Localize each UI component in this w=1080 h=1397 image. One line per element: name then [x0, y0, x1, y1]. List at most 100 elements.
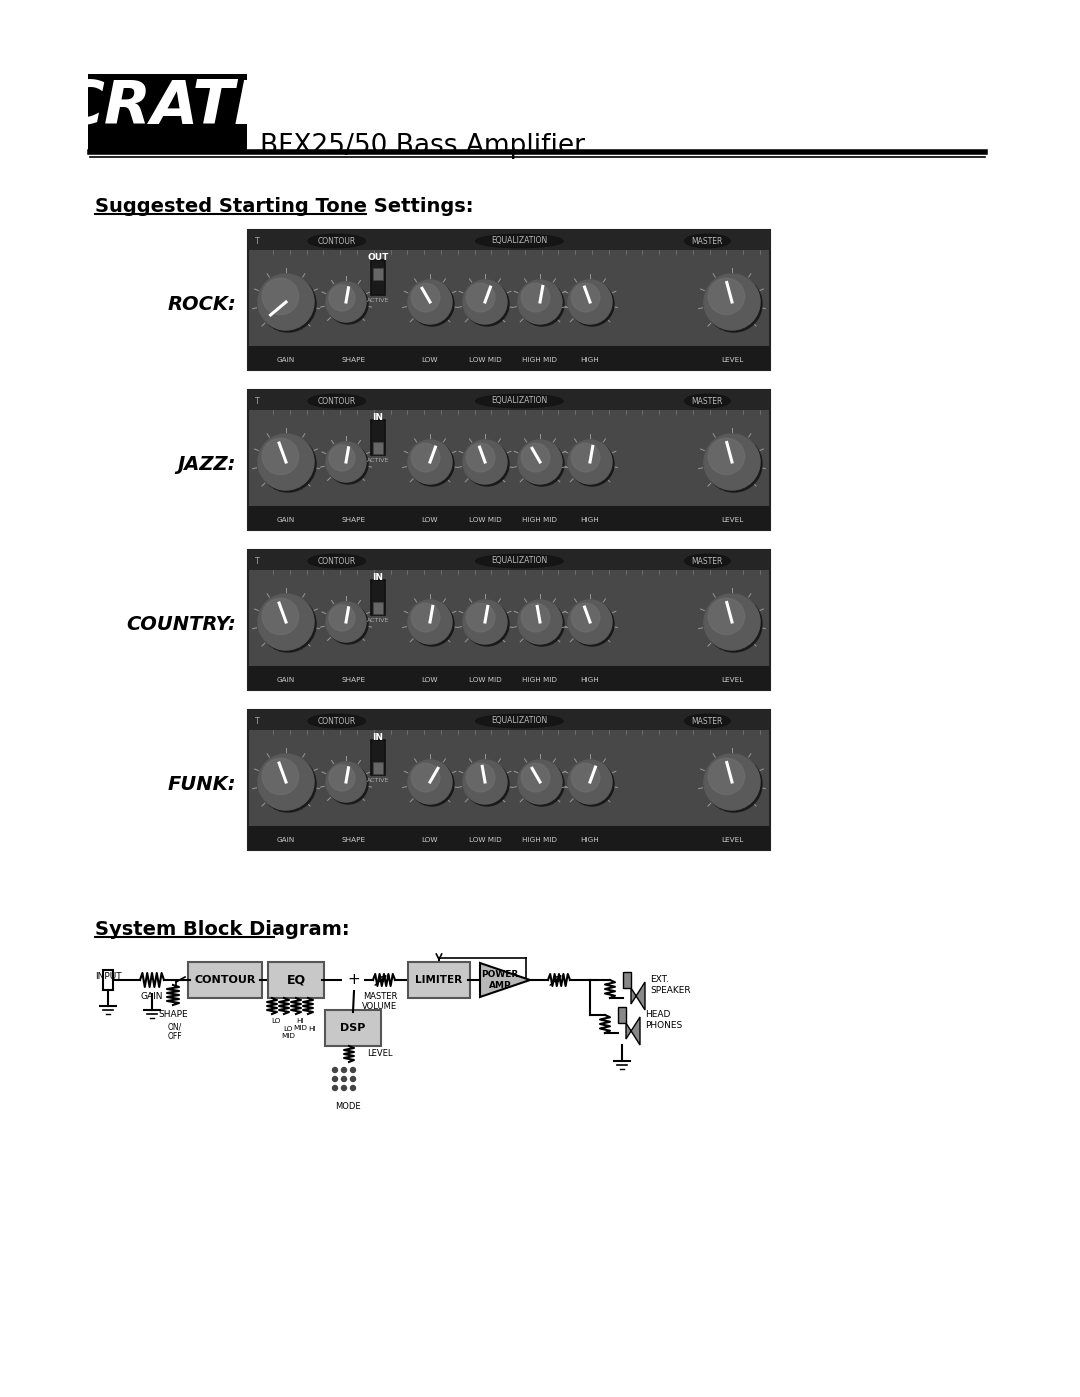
- Bar: [373, 441, 383, 454]
- Circle shape: [341, 1077, 347, 1081]
- Text: CONTOUR: CONTOUR: [318, 236, 356, 246]
- Text: LEVEL: LEVEL: [720, 837, 743, 842]
- Text: LO: LO: [271, 1018, 281, 1024]
- Circle shape: [328, 764, 368, 805]
- Bar: [248, 346, 770, 370]
- Circle shape: [329, 285, 355, 312]
- Text: ACTIVE: ACTIVE: [367, 619, 389, 623]
- Circle shape: [258, 434, 314, 490]
- Circle shape: [704, 274, 760, 330]
- Text: ACTIVE: ACTIVE: [367, 778, 389, 784]
- Text: MASTER
VOLUME: MASTER VOLUME: [363, 992, 397, 1011]
- Text: HIGH: HIGH: [581, 837, 599, 842]
- Ellipse shape: [685, 394, 730, 408]
- Polygon shape: [626, 1017, 640, 1045]
- Circle shape: [328, 284, 368, 324]
- Circle shape: [258, 754, 314, 810]
- Circle shape: [519, 282, 564, 326]
- Circle shape: [329, 605, 355, 631]
- Circle shape: [410, 761, 454, 806]
- Text: IN: IN: [373, 412, 383, 422]
- Text: CRATE: CRATE: [59, 78, 276, 137]
- Text: SHAPE: SHAPE: [158, 1010, 188, 1018]
- Circle shape: [522, 763, 550, 792]
- Circle shape: [262, 278, 298, 314]
- Circle shape: [706, 277, 762, 332]
- Bar: [248, 390, 770, 529]
- Bar: [248, 710, 770, 849]
- Bar: [373, 268, 383, 279]
- Bar: [372, 740, 384, 775]
- Text: MASTER: MASTER: [691, 717, 723, 725]
- Circle shape: [704, 594, 760, 650]
- Text: HIGH: HIGH: [581, 517, 599, 522]
- Text: EQUALIZATION: EQUALIZATION: [491, 236, 548, 246]
- Circle shape: [463, 599, 507, 644]
- Circle shape: [410, 602, 454, 645]
- Bar: [248, 710, 770, 731]
- Text: LEVEL: LEVEL: [720, 358, 743, 363]
- Bar: [248, 550, 770, 690]
- FancyBboxPatch shape: [87, 74, 247, 149]
- Ellipse shape: [308, 714, 366, 728]
- Circle shape: [570, 602, 615, 645]
- Ellipse shape: [475, 714, 564, 728]
- Circle shape: [518, 279, 562, 324]
- Text: ACTIVE: ACTIVE: [367, 299, 389, 303]
- Circle shape: [570, 441, 615, 486]
- Text: CONTOUR: CONTOUR: [318, 717, 356, 725]
- Circle shape: [333, 1077, 337, 1081]
- Text: HI: HI: [308, 1025, 315, 1032]
- Circle shape: [408, 760, 453, 805]
- Text: LIMITER: LIMITER: [416, 975, 462, 985]
- Circle shape: [328, 604, 368, 644]
- Circle shape: [411, 763, 440, 792]
- FancyBboxPatch shape: [188, 963, 262, 997]
- Circle shape: [518, 440, 562, 483]
- Circle shape: [463, 760, 507, 805]
- Circle shape: [568, 279, 612, 324]
- Circle shape: [518, 760, 562, 805]
- Text: HIGH MID: HIGH MID: [523, 358, 557, 363]
- Circle shape: [329, 766, 355, 791]
- Ellipse shape: [475, 235, 564, 249]
- Text: LO
MID: LO MID: [281, 1025, 295, 1039]
- Circle shape: [571, 284, 599, 312]
- Text: GAIN: GAIN: [276, 358, 295, 363]
- Text: MODE: MODE: [335, 1102, 361, 1111]
- Text: EQ: EQ: [286, 974, 306, 986]
- Circle shape: [571, 604, 599, 631]
- Text: LOW: LOW: [422, 678, 438, 683]
- Text: LEVEL: LEVEL: [720, 678, 743, 683]
- Circle shape: [706, 756, 762, 812]
- Ellipse shape: [685, 714, 730, 728]
- Bar: [373, 602, 383, 615]
- Circle shape: [465, 602, 509, 645]
- Text: LEVEL: LEVEL: [367, 1049, 392, 1059]
- Circle shape: [708, 598, 744, 634]
- Text: SHAPE: SHAPE: [342, 517, 366, 522]
- Circle shape: [410, 441, 454, 486]
- Circle shape: [329, 446, 355, 471]
- Text: LOW: LOW: [422, 358, 438, 363]
- Text: SHAPE: SHAPE: [342, 678, 366, 683]
- Bar: [103, 970, 113, 990]
- Circle shape: [571, 443, 599, 472]
- Text: EQUALIZATION: EQUALIZATION: [491, 717, 548, 725]
- Circle shape: [463, 279, 507, 324]
- Text: MASTER: MASTER: [691, 556, 723, 566]
- Circle shape: [706, 436, 762, 492]
- Text: T: T: [255, 717, 259, 725]
- Circle shape: [351, 1067, 355, 1073]
- Bar: [372, 420, 384, 455]
- Text: IN: IN: [373, 573, 383, 581]
- Text: ROCK:: ROCK:: [167, 296, 237, 314]
- Text: HIGH: HIGH: [581, 358, 599, 363]
- Circle shape: [571, 763, 599, 792]
- Ellipse shape: [308, 555, 366, 569]
- Text: SHAPE: SHAPE: [342, 358, 366, 363]
- Bar: [248, 826, 770, 849]
- Circle shape: [570, 282, 615, 326]
- Circle shape: [519, 441, 564, 486]
- Circle shape: [465, 441, 509, 486]
